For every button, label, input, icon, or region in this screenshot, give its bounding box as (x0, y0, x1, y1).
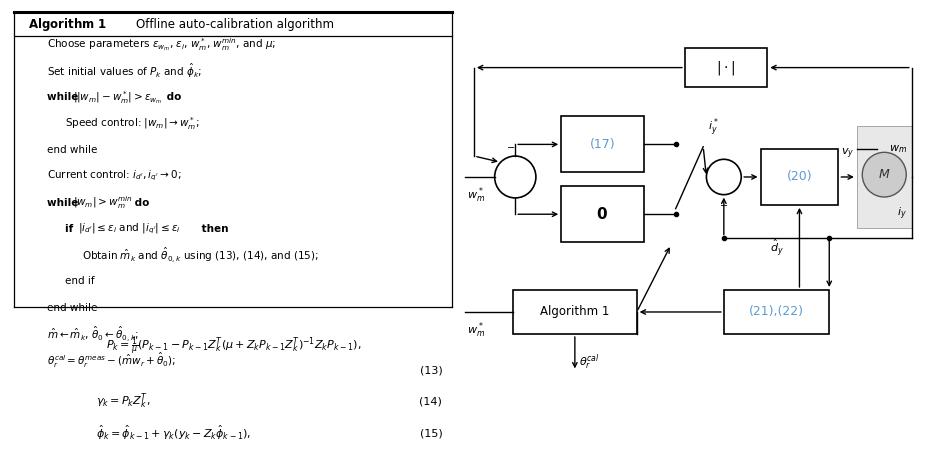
Text: $\mathbf{0}$: $\mathbf{0}$ (596, 206, 608, 222)
Bar (561, 186, 644, 242)
Text: $|i_{d^\prime}| \leq \varepsilon_i$ and $|i_{q^\prime}| \leq \varepsilon_i$: $|i_{d^\prime}| \leq \varepsilon_i$ and … (78, 222, 181, 236)
Text: $\theta_r^{cal}$: $\theta_r^{cal}$ (580, 352, 600, 372)
Text: $|w_m| > w_m^{min}$: $|w_m| > w_m^{min}$ (73, 194, 132, 211)
Text: $-$: $-$ (507, 142, 515, 152)
Text: $w_m$: $w_m$ (889, 143, 907, 155)
Text: (13): (13) (419, 365, 443, 375)
Bar (760, 149, 838, 205)
Text: Speed control: $|w_m| \rightarrow w_m^*$;: Speed control: $|w_m| \rightarrow w_m^*$… (65, 115, 199, 132)
Text: end while: end while (47, 303, 97, 313)
Text: if: if (65, 224, 77, 234)
Text: M: M (879, 168, 890, 181)
Text: $P_k = \frac{1}{\mu}(P_{k-1} - P_{k-1}Z_k^T(\mu + Z_k P_{k-1}Z_k^T)^{-1}Z_k P_{k: $P_k = \frac{1}{\mu}(P_{k-1} - P_{k-1}Z_… (106, 335, 361, 358)
Text: Obtain $\hat{m}_k$ and $\hat{\theta}_{0,k}$ using (13), (14), and (15);: Obtain $\hat{m}_k$ and $\hat{\theta}_{0,… (82, 246, 319, 265)
Text: $w_m^*$: $w_m^*$ (467, 186, 485, 205)
Text: $i_y^*$: $i_y^*$ (707, 117, 719, 139)
Text: do: do (163, 92, 181, 103)
Text: Offline auto-calibration algorithm: Offline auto-calibration algorithm (136, 18, 334, 30)
FancyBboxPatch shape (857, 126, 912, 228)
Text: while: while (47, 198, 82, 208)
Text: $\hat{d}_y$: $\hat{d}_y$ (770, 237, 783, 258)
Text: end if: end if (65, 276, 94, 286)
Text: $\mathbf{Algorithm\ 1}$: $\mathbf{Algorithm\ 1}$ (28, 16, 106, 33)
Text: do: do (131, 198, 150, 208)
Text: (14): (14) (419, 396, 443, 406)
Text: while: while (47, 92, 82, 103)
Text: $||w_m| - w_m^*| > \varepsilon_{w_m}$: $||w_m| - w_m^*| > \varepsilon_{w_m}$ (73, 89, 162, 106)
Text: $|\cdot|$: $|\cdot|$ (717, 58, 736, 76)
Text: $\hat{\phi}_k = \hat{\phi}_{k-1} + \gamma_k(y_k - Z_k\hat{\phi}_{k-1}),$: $\hat{\phi}_k = \hat{\phi}_{k-1} + \gamm… (96, 424, 251, 442)
Circle shape (862, 152, 907, 197)
Text: Choose parameters $\varepsilon_{w_m}$, $\varepsilon_i$, $w_m^*$, $w_m^{min}$, an: Choose parameters $\varepsilon_{w_m}$, $… (47, 37, 276, 53)
Text: $-$: $-$ (720, 200, 729, 209)
Text: $\gamma_k = P_k Z_k^T,$: $\gamma_k = P_k Z_k^T,$ (96, 391, 151, 411)
Text: $w_m^*$: $w_m^*$ (467, 321, 485, 341)
Text: Set initial values of $P_k$ and $\hat{\phi}_k$;: Set initial values of $P_k$ and $\hat{\p… (47, 62, 203, 80)
Text: (20): (20) (787, 171, 812, 183)
Text: $i_y$: $i_y$ (897, 206, 907, 222)
Text: Current control: $i_{d^\prime}, i_{q^\prime} \rightarrow 0$;: Current control: $i_{d^\prime}, i_{q^\pr… (47, 169, 181, 183)
Bar (685, 48, 768, 87)
Text: then: then (198, 224, 229, 234)
Bar (561, 116, 644, 172)
Bar (724, 290, 830, 334)
Text: $\theta_r^{cal} = \theta_r^{meas} - (\hat{m}w_r + \hat{\theta}_0);$: $\theta_r^{cal} = \theta_r^{meas} - (\ha… (47, 351, 176, 370)
Text: (17): (17) (590, 138, 615, 151)
Text: $v_y$: $v_y$ (841, 146, 854, 161)
Text: $\hat{m} \leftarrow \hat{m}_k$, $\hat{\theta}_0 \leftarrow \hat{\theta}_{0,k}$;: $\hat{m} \leftarrow \hat{m}_k$, $\hat{\t… (47, 324, 139, 344)
Bar (513, 290, 637, 334)
Text: (21),(22): (21),(22) (749, 305, 804, 318)
Text: end while: end while (47, 145, 97, 155)
Text: Algorithm 1: Algorithm 1 (540, 305, 609, 318)
Text: (15): (15) (419, 428, 443, 438)
